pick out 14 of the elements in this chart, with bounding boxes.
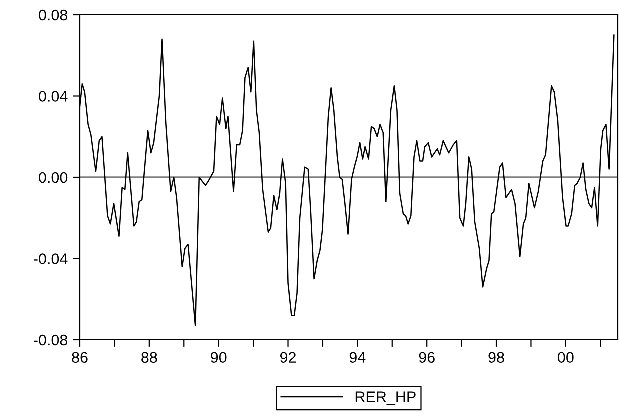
x-tick-label: 88 (142, 352, 158, 364)
y-tick-label: -0.04 (34, 254, 68, 264)
y-tick-label: 0.00 (39, 172, 68, 184)
x-tick-label: 90 (211, 352, 227, 364)
x-tick-label: 96 (419, 352, 435, 364)
y-tick-label: -0.08 (34, 334, 68, 346)
x-tick-label: 86 (72, 352, 88, 364)
y-tick-label: 0.08 (39, 10, 68, 21)
x-tick-label: 98 (488, 352, 504, 364)
x-tick-label: 94 (350, 352, 366, 364)
x-tick-label: 92 (280, 352, 296, 364)
legend-label: RER_HP (356, 392, 416, 406)
x-tick-label: 00 (558, 352, 574, 364)
y-tick-label: 0.04 (39, 91, 68, 102)
